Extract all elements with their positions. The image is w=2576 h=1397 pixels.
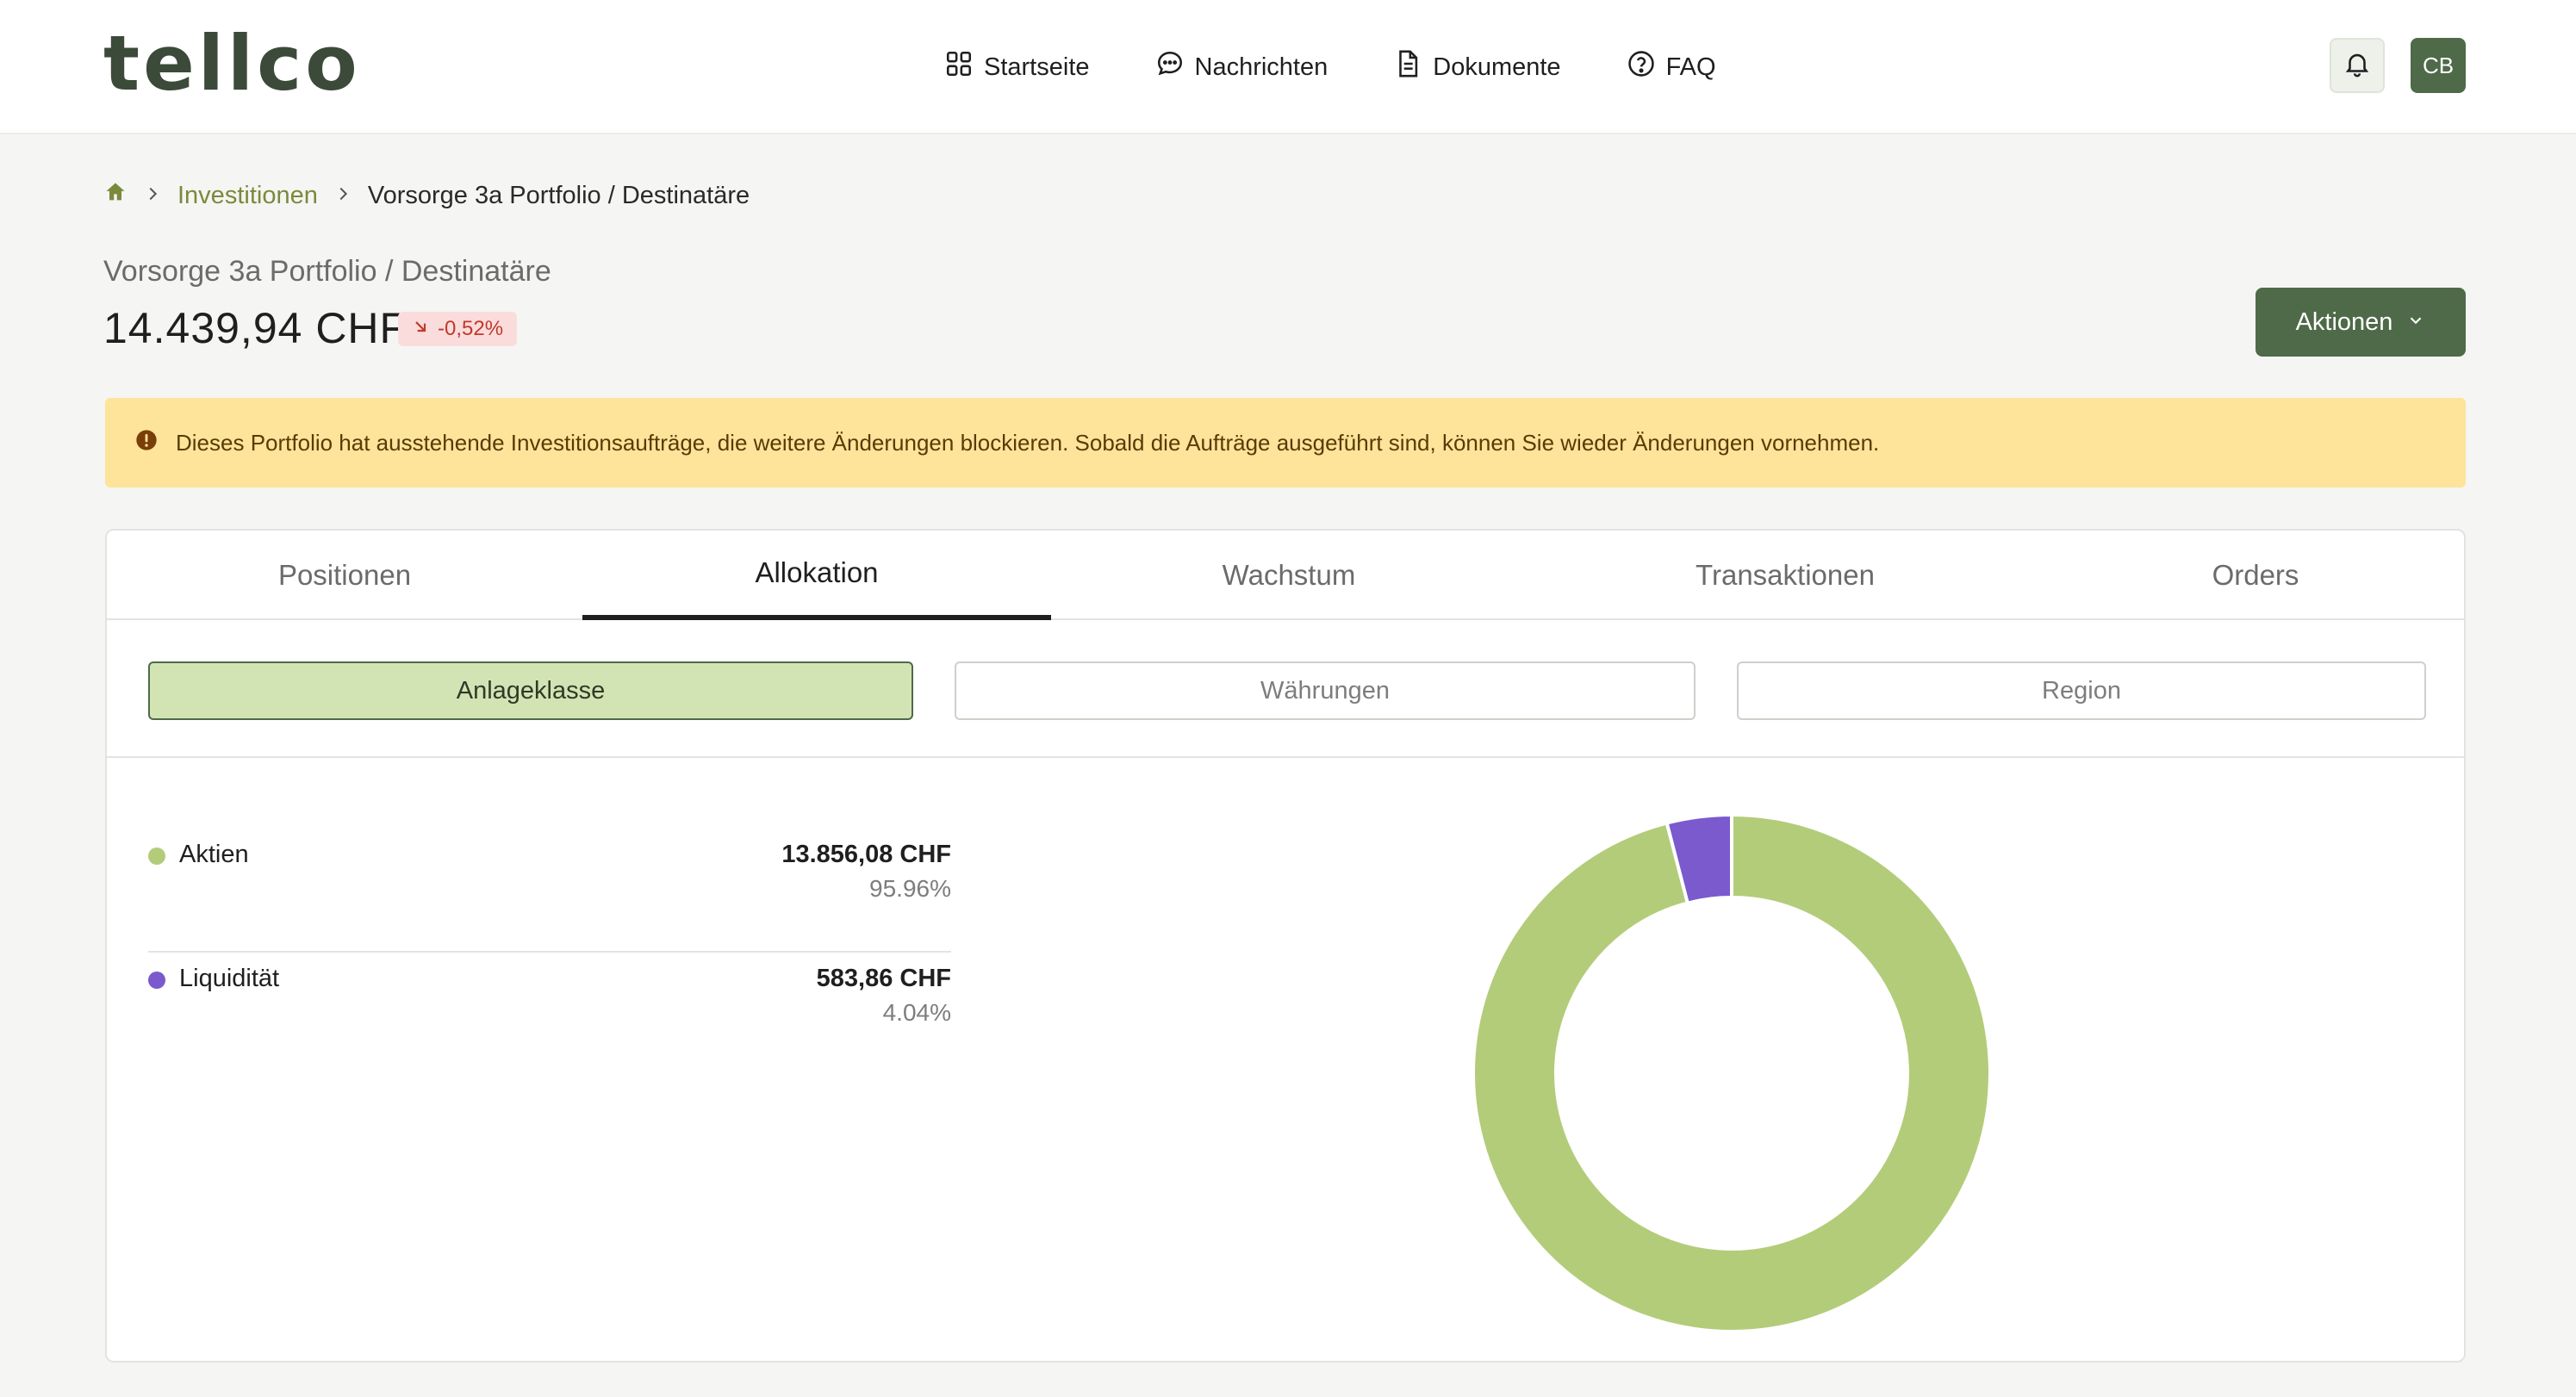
document-icon	[1393, 49, 1422, 85]
allocation-segmented-control: Anlageklasse Währungen Region	[107, 620, 2464, 758]
performance-value: -0,52%	[438, 317, 504, 340]
actions-label: Aktionen	[2295, 307, 2393, 336]
legend-percent: 4.04%	[882, 999, 951, 1026]
performance-badge: -0,52%	[398, 312, 518, 346]
legend-label: Liquidität	[179, 965, 280, 992]
tab-transaktionen[interactable]: Transaktionen	[1696, 559, 1875, 591]
nav-item-faq[interactable]: FAQ	[1627, 43, 1716, 91]
grid-icon	[944, 49, 974, 85]
donut-slice-aktien[interactable]	[1473, 815, 1990, 1332]
breadcrumb-current: Vorsorge 3a Portfolio / Destinatäre	[367, 181, 750, 209]
warning-text: Dieses Portfolio hat ausstehende Investi…	[176, 429, 1880, 456]
breadcrumb: Investitionen Vorsorge 3a Portfolio / De…	[103, 176, 750, 215]
alert-circle-icon	[134, 428, 159, 458]
portfolio-card: Positionen Allokation Wachstum Transakti…	[105, 529, 2466, 1363]
nav-item-startseite[interactable]: Startseite	[944, 43, 1090, 91]
nav-item-dokumente[interactable]: Dokumente	[1393, 43, 1561, 91]
legend-item-liquiditaet: Liquidität 583,86 CHF 4.04%	[148, 953, 951, 1078]
help-circle-icon	[1627, 49, 1656, 85]
tab-positionen[interactable]: Positionen	[277, 559, 412, 591]
bell-icon	[2343, 49, 2372, 83]
nav-label-startseite: Startseite	[984, 53, 1090, 81]
legend-item-aktien: Aktien 13.856,08 CHF 95.96%	[148, 827, 951, 953]
legend-dot-liquiditaet	[148, 972, 165, 989]
segment-anlageklasse[interactable]: Anlageklasse	[148, 661, 913, 720]
pending-orders-warning: Dieses Portfolio hat ausstehende Investi…	[105, 398, 2466, 487]
breadcrumb-investitionen[interactable]: Investitionen	[177, 181, 318, 209]
actions-dropdown-button[interactable]: Aktionen	[2256, 288, 2466, 357]
allocation-legend: Aktien 13.856,08 CHF 95.96% Liquidität 5…	[148, 827, 951, 1078]
segment-waehrungen[interactable]: Währungen	[955, 661, 1696, 720]
arrow-down-right-icon	[412, 317, 429, 341]
legend-label: Aktien	[179, 841, 249, 868]
tellco-logo[interactable]: tellco	[103, 19, 361, 108]
segment-region[interactable]: Region	[1737, 661, 2426, 720]
chevron-right-icon	[333, 183, 352, 209]
legend-percent: 95.96%	[869, 875, 951, 902]
home-icon[interactable]	[103, 180, 128, 211]
nav-label-faq: FAQ	[1665, 53, 1716, 81]
chevron-right-icon	[143, 183, 162, 209]
nav-label-nachrichten: Nachrichten	[1194, 53, 1328, 81]
legend-amount: 13.856,08 CHF	[781, 841, 951, 868]
top-navigation-bar: tellco Startseite Nachrichten Dokumente …	[0, 0, 2576, 134]
portfolio-title: Vorsorge 3a Portfolio / Destinatäre	[103, 255, 551, 288]
chevron-down-icon	[2406, 308, 2425, 337]
tab-wachstum[interactable]: Wachstum	[1222, 559, 1356, 591]
allocation-donut-chart	[1473, 815, 1990, 1332]
chat-bubble-icon	[1155, 49, 1185, 85]
notifications-button[interactable]	[2330, 38, 2385, 93]
legend-dot-aktien	[148, 848, 165, 865]
user-avatar[interactable]: CB	[2411, 38, 2466, 93]
portfolio-tabs: Positionen Allokation Wachstum Transakti…	[107, 531, 2464, 620]
main-navigation: Startseite Nachrichten Dokumente FAQ	[944, 43, 1716, 91]
legend-amount: 583,86 CHF	[816, 965, 951, 992]
nav-label-dokumente: Dokumente	[1433, 53, 1561, 81]
tab-orders[interactable]: Orders	[2212, 559, 2299, 591]
tab-allokation[interactable]: Allokation	[582, 531, 1051, 620]
nav-item-nachrichten[interactable]: Nachrichten	[1155, 43, 1328, 91]
portfolio-balance: 14.439,94 CHF	[103, 304, 408, 352]
